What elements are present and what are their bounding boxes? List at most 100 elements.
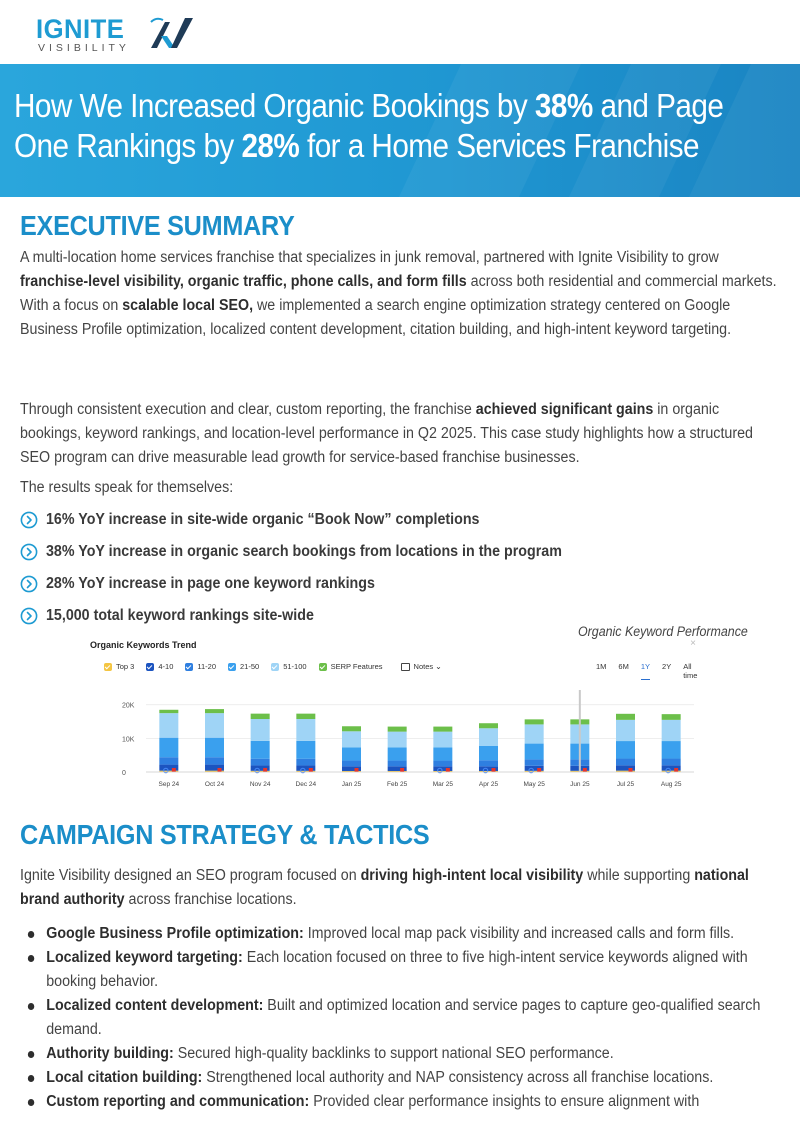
legend-item[interactable]: SERP Features xyxy=(318,662,383,671)
body-text: across both residential and commercial m… xyxy=(20,273,777,314)
legend-item[interactable]: 11-20 xyxy=(185,662,216,671)
bar-segment xyxy=(250,713,270,720)
legend-checkbox-icon[interactable] xyxy=(271,662,280,671)
campaign-strategy-heading: CAMPAIGN STRATEGY & TACTICS xyxy=(20,819,430,850)
campaign-intro: Ignite Visibility designed an SEO progra… xyxy=(20,864,780,912)
bar-segment xyxy=(296,765,316,771)
body-text: Through consistent execution and clear, … xyxy=(20,401,476,418)
legend-label: 11-20 xyxy=(197,662,217,671)
bar-segment xyxy=(342,766,361,771)
bar-segment xyxy=(296,719,316,741)
legend-label: SERP Features xyxy=(330,662,383,671)
emphasis-text: franchise-level visibility, organic traf… xyxy=(20,273,467,290)
google-update-icon xyxy=(665,767,671,774)
bar-segment xyxy=(296,770,316,772)
tactic-text: Each location focused on three to five h… xyxy=(46,949,748,990)
bar-segment xyxy=(661,714,681,720)
note-marker-icon xyxy=(628,768,633,772)
x-tick-label: Jan 25 xyxy=(342,781,362,788)
chart-caption: Organic Keyword Performance xyxy=(578,624,748,639)
chevron-circle-icon xyxy=(20,511,38,529)
bar-segment xyxy=(205,737,224,758)
legend-checkbox-icon[interactable] xyxy=(146,662,155,671)
body-text: A multi-location home services franchise… xyxy=(20,249,719,266)
tactic-item: Localized keyword targeting: Each locati… xyxy=(26,946,786,994)
bar-segment xyxy=(159,713,179,738)
bar-segment xyxy=(661,719,681,742)
bar-segment xyxy=(387,726,407,732)
note-marker-icon xyxy=(582,768,587,772)
chevron-circle-icon xyxy=(20,575,38,593)
legend-checkbox-icon[interactable] xyxy=(104,662,112,671)
chevron-circle-icon xyxy=(20,607,38,625)
bar-segment xyxy=(205,713,224,738)
google-update-icon xyxy=(482,767,489,774)
legend-item[interactable]: 4-10 xyxy=(146,662,173,671)
range-option[interactable]: 1Y xyxy=(640,662,651,680)
bar-segment xyxy=(616,758,635,766)
note-marker-icon xyxy=(491,768,496,772)
bar-segment xyxy=(524,765,544,771)
notes-dropdown[interactable]: Notes ⌄ xyxy=(400,662,442,671)
tactics-list: Google Business Profile optimization: Im… xyxy=(26,922,786,1114)
range-option[interactable]: 6M xyxy=(618,662,629,671)
logo-wordmark: IGNITE xyxy=(36,14,125,44)
legend-checkbox-icon[interactable] xyxy=(185,662,194,671)
executive-summary-heading: EXECUTIVE SUMMARY xyxy=(20,210,295,241)
bar-segment xyxy=(250,758,270,766)
bar-segment xyxy=(524,770,544,772)
legend-checkbox-icon[interactable] xyxy=(318,662,327,671)
bar-segment xyxy=(342,770,361,772)
bar-segment xyxy=(387,747,407,761)
body-text: while supporting xyxy=(583,867,695,884)
chart-legend: Top 3 4-10 11-20 21-50 51-100 SERP Features No… xyxy=(104,662,442,671)
bar-segment xyxy=(159,709,179,714)
x-tick-label: Sep 24 xyxy=(159,781,180,788)
legend-checkbox-icon[interactable] xyxy=(228,662,237,671)
note-marker-icon xyxy=(308,768,313,772)
tactic-label: Google Business Profile optimization: xyxy=(46,925,304,942)
google-update-icon xyxy=(528,767,534,774)
logo-tagline: VISIBILITY xyxy=(38,42,130,54)
bar-segment xyxy=(433,770,453,772)
executive-summary-paragraph-2: Through consistent execution and clear, … xyxy=(20,398,780,470)
bar-segment xyxy=(524,759,544,766)
x-tick-label: Apr 25 xyxy=(479,781,499,788)
legend-label: 4-10 xyxy=(158,662,174,671)
range-option[interactable]: All time xyxy=(683,662,698,680)
x-tick-label: Aug 25 xyxy=(661,781,682,788)
range-option[interactable]: 2Y xyxy=(662,662,672,671)
bar-segment xyxy=(616,770,635,772)
bar-segment xyxy=(661,741,681,759)
page-title: How We Increased Organic Bookings by 38%… xyxy=(14,87,724,164)
bar-segment xyxy=(250,765,270,771)
bar-segment xyxy=(433,760,453,767)
bar-segment xyxy=(250,719,270,741)
bar-segment xyxy=(479,745,498,761)
bar-segment xyxy=(159,764,179,771)
chevron-circle-icon xyxy=(20,543,38,561)
note-marker-icon xyxy=(537,768,542,772)
body-text: Ignite Visibility designed an SEO progra… xyxy=(20,867,361,884)
chart-close-icon[interactable]: × xyxy=(690,638,696,649)
x-tick-label: Jun 25 xyxy=(570,781,590,788)
chart-plot: 20K 10K 0 Sep 24 Oct 24 Nov 24 Dec 24 Jan 25 Feb… xyxy=(122,690,694,788)
results-intro: The results speak for themselves: xyxy=(20,479,234,496)
result-item: 15,000 total keyword rankings site-wide xyxy=(20,604,337,628)
emphasis-text: driving high-intent local visibility xyxy=(360,867,584,884)
legend-item[interactable]: 51-100 xyxy=(271,662,307,671)
bar-segment xyxy=(616,741,635,759)
result-text: 28% YoY increase in page one keyword ran… xyxy=(46,575,375,592)
bar-segment xyxy=(524,743,544,760)
result-text: 16% YoY increase in site-wide organic “B… xyxy=(46,511,480,528)
x-tick-label: Feb 25 xyxy=(387,781,408,788)
note-marker-icon xyxy=(171,768,176,772)
legend-item[interactable]: 21-50 xyxy=(228,662,259,671)
tactic-item: Custom reporting and communication: Prov… xyxy=(26,1090,786,1114)
range-option[interactable]: 1M xyxy=(596,662,607,671)
tactic-label: Localized content development: xyxy=(46,997,264,1014)
bar-segment xyxy=(524,719,544,725)
legend-item[interactable]: Top 3 xyxy=(104,662,134,671)
tactic-text: Built and optimized location and service… xyxy=(46,997,761,1038)
x-tick-label: Oct 24 xyxy=(205,781,225,788)
